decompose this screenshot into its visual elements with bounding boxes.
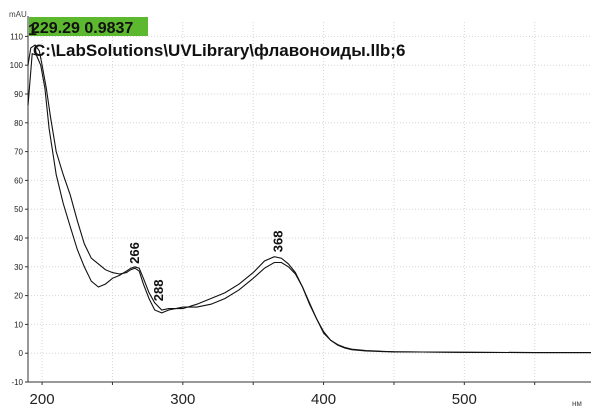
y-tick-label: 30 xyxy=(14,263,23,272)
spectrum-line-2 xyxy=(27,44,591,354)
y-tick-label: 60 xyxy=(14,176,23,185)
match-info-text: 229.29 0.9837 xyxy=(31,20,133,37)
x-tick-labels: 200 300 400 500 xyxy=(30,391,477,407)
peak-label: 266 xyxy=(127,242,142,264)
peak-label: 288 xyxy=(151,279,166,301)
y-tick-label: 40 xyxy=(14,234,23,243)
y-tick-label: 0 xyxy=(19,349,24,358)
x-axis-unit-label: нм xyxy=(572,399,582,407)
x-tick-label: 500 xyxy=(452,391,477,407)
y-tick-label: 110 xyxy=(10,32,23,41)
library-path-label: C:\LabSolutions\UVLibrary\флавоноиды.llb… xyxy=(33,41,405,60)
peak-labels: 266 288 368 xyxy=(127,231,285,302)
y-tick-label: 50 xyxy=(14,205,23,214)
peak-label: 368 xyxy=(270,231,285,253)
match-highlight xyxy=(29,17,148,36)
match-overlay-glyph: 1 xyxy=(28,22,37,39)
axes xyxy=(25,16,591,385)
x-tick-label: 400 xyxy=(311,391,336,407)
y-tick-label: 80 xyxy=(14,119,23,128)
x-tick-label: 300 xyxy=(170,391,195,407)
y-tick-label: 90 xyxy=(14,90,23,99)
y-tick-labels: -10 0 10 20 30 40 50 60 70 80 90 100 110 xyxy=(10,32,24,387)
y-tick-label: 100 xyxy=(10,61,24,70)
y-tick-label: 20 xyxy=(14,292,23,301)
grid xyxy=(28,22,591,383)
y-tick-label: 70 xyxy=(14,148,23,157)
y-tick-label: 10 xyxy=(14,320,23,329)
y-axis-unit-label: mAU xyxy=(9,10,27,19)
spectra xyxy=(27,44,591,354)
y-tick-label: -10 xyxy=(11,378,23,387)
x-tick-label: 200 xyxy=(30,391,55,407)
